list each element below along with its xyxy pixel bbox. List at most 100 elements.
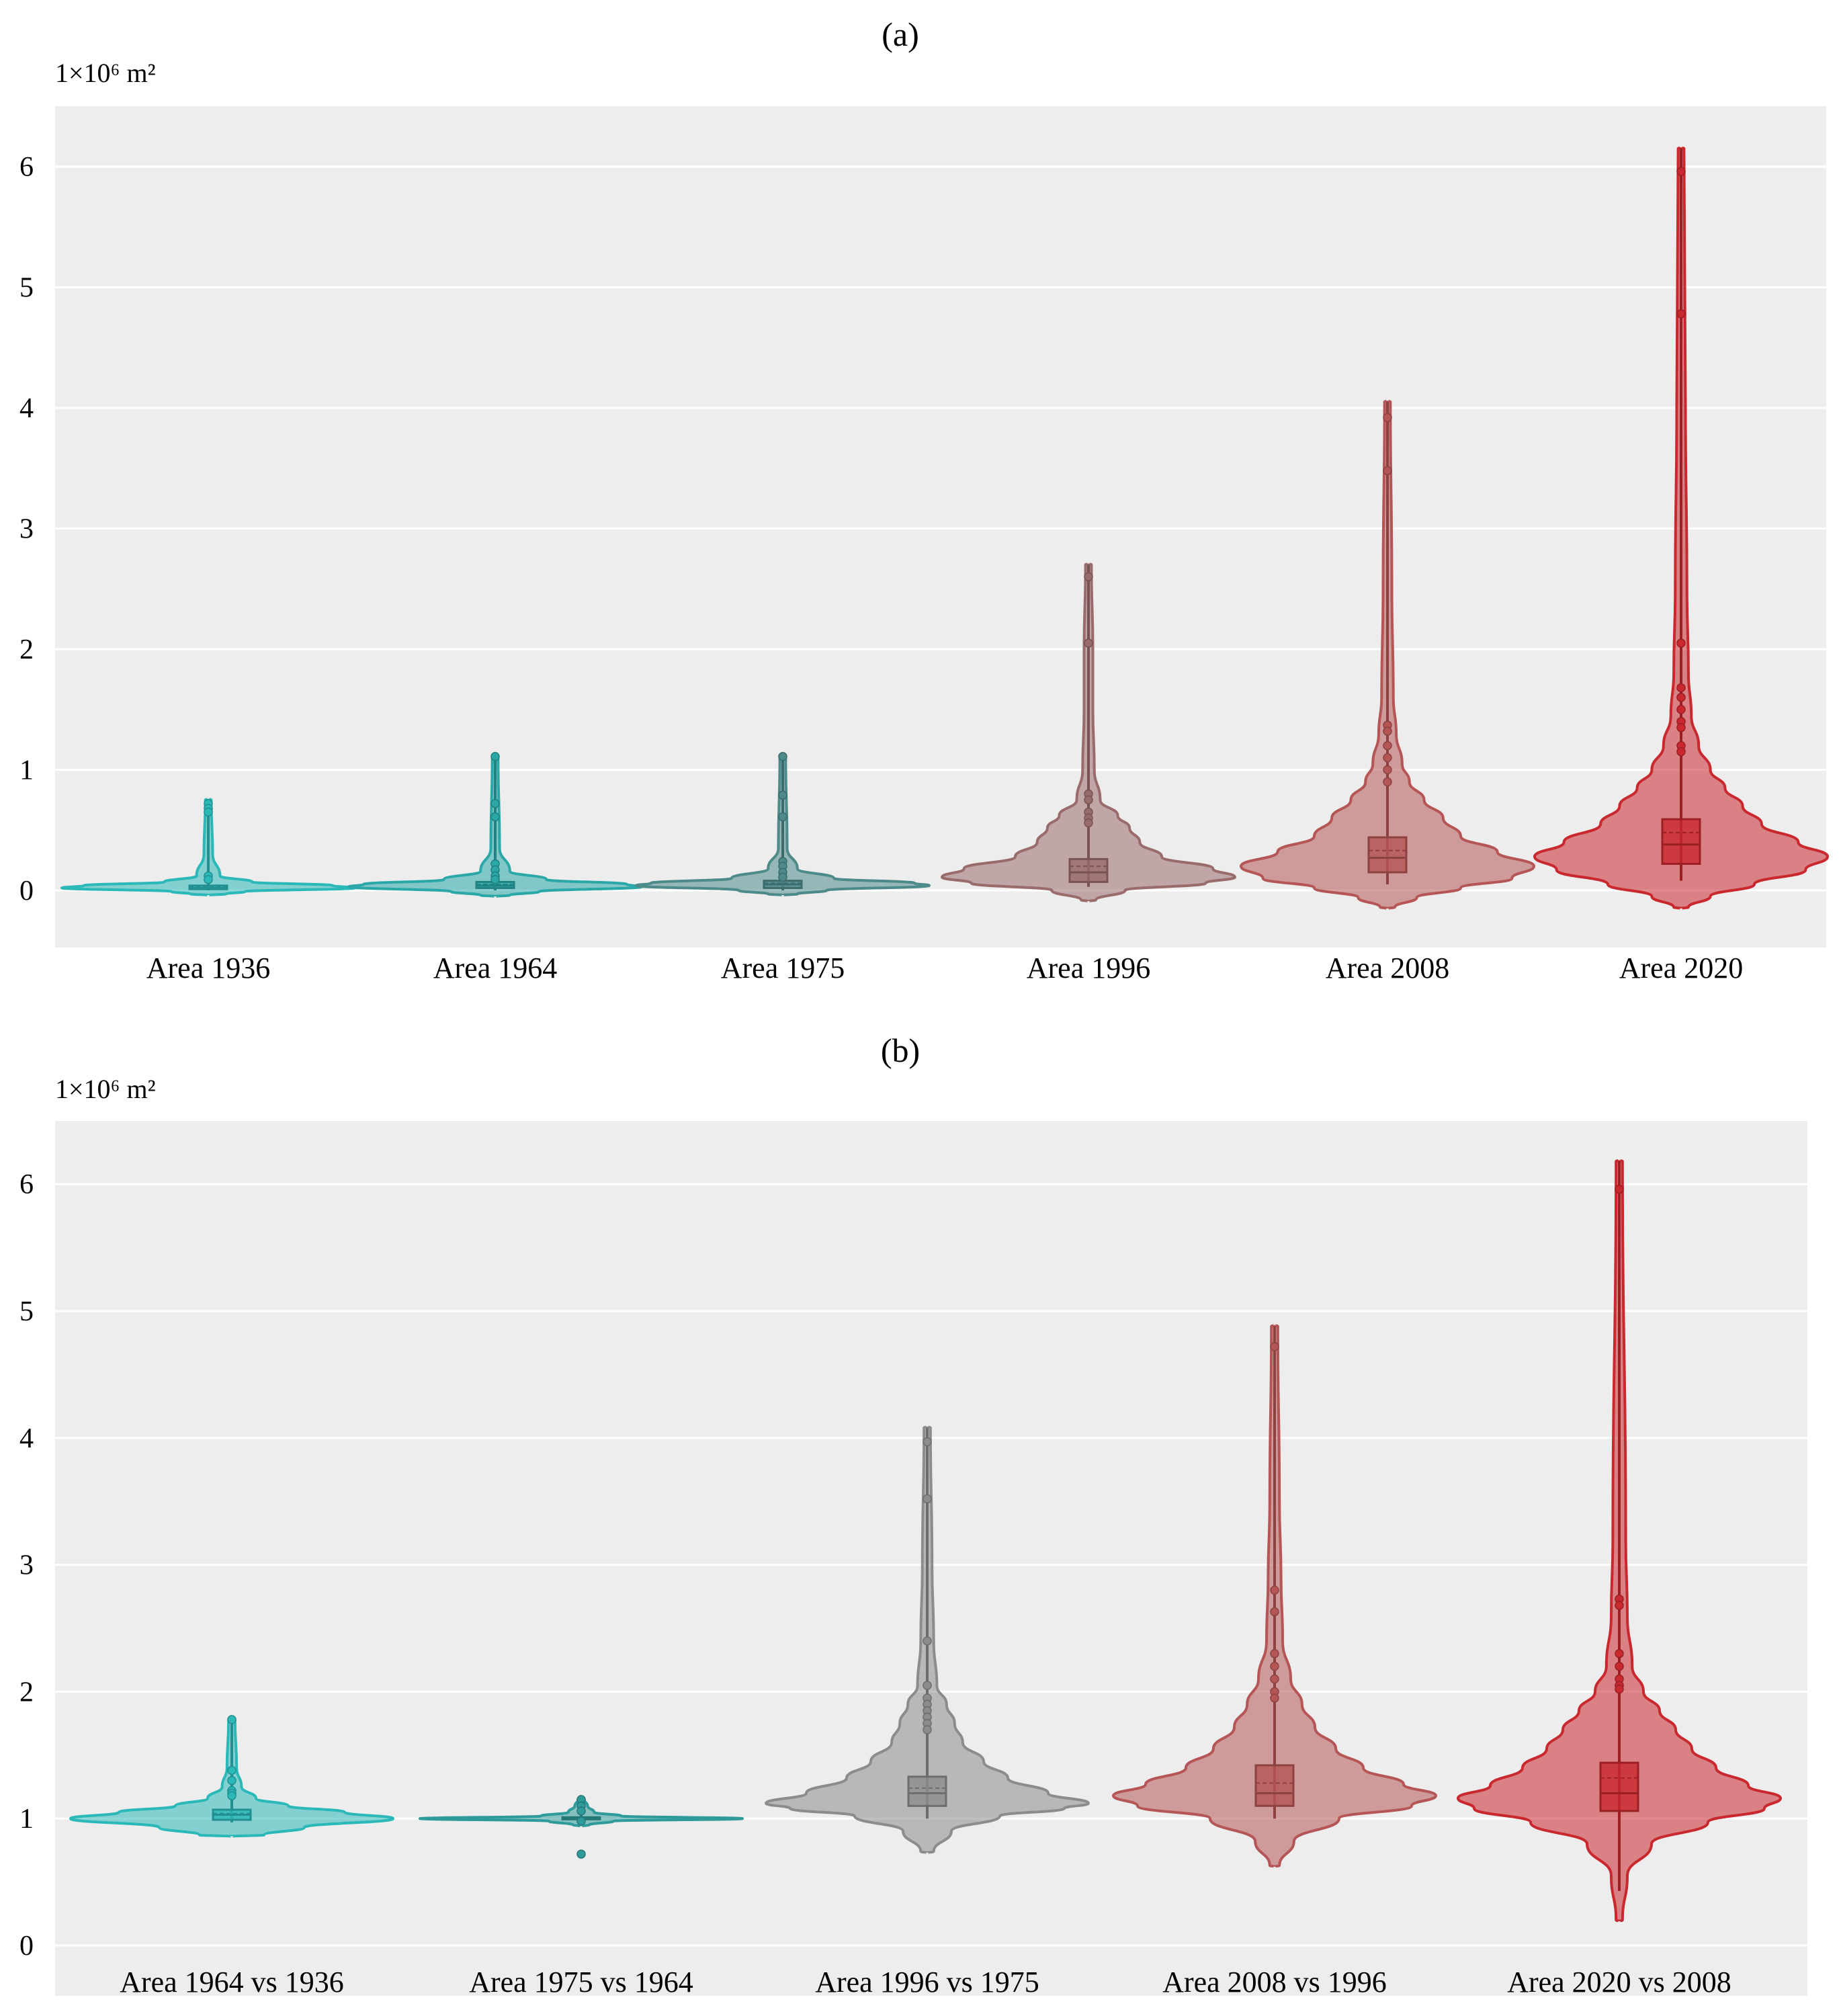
outlier-point [490,799,500,808]
x-category-label: Area 1996 [1027,952,1151,984]
x-category-label: Area 2008 vs 1996 [1162,1966,1387,1999]
outlier-point [778,790,787,800]
outlier-point [1383,741,1392,751]
panel-b-unit-text: 1×10⁶ m² [55,1074,156,1104]
y-tick-label: 2 [19,634,34,665]
outlier-point [576,1849,586,1859]
x-category-label: Area 1975 [721,952,845,984]
panel-b-violins [69,1159,1783,1923]
outlier-point [1615,1185,1624,1194]
panel-b-unit-label: 1×10⁶ m² [55,1074,156,1104]
box [907,1775,947,1807]
box [1599,1761,1639,1812]
x-category-label: Area 1936 [146,952,271,984]
box [1254,1764,1295,1807]
outlier-point [1270,1342,1279,1351]
outlier-point [1383,753,1392,763]
outlier-point [1270,1661,1279,1671]
panel-b-gridlines [55,1183,1807,1947]
y-tick-label: 6 [19,152,34,183]
x-category-label: Area 2020 [1619,952,1744,984]
y-tick-label: 4 [19,393,34,424]
outlier-point [227,1791,237,1800]
outlier-point [1084,572,1093,582]
outlier-point [227,1715,237,1724]
outlier-point [1383,777,1392,787]
outlier-point [1615,1649,1624,1658]
violin-area-1975-vs-1964 [418,1795,744,1859]
y-tick-label: 0 [19,1931,34,1962]
panel-b-x-labels: Area 1964 vs 1936 Area 1975 vs 1964 Area 1… [120,1966,1731,1999]
y-tick-label: 1 [19,1804,34,1835]
outlier-point [1383,765,1392,775]
x-category-label: Area 1975 vs 1964 [469,1966,693,1999]
y-tick-label: 5 [19,1296,34,1327]
outlier-point [227,1765,237,1775]
outlier-point [1270,1607,1279,1617]
panel-a-y-ticks: 0 1 2 3 4 5 6 [19,152,34,907]
outlier-point [1676,309,1686,319]
outlier-point [923,1437,932,1447]
x-category-label: Area 1964 vs 1936 [120,1966,344,1999]
violin-area-2020 [1533,146,1830,910]
x-category-label: Area 2020 vs 2008 [1507,1966,1731,1999]
outlier-point [1676,683,1686,693]
panel-a-plot-area [55,106,1826,948]
outlier-point [923,1636,932,1646]
y-tick-label: 5 [19,273,34,304]
x-category-label: Area 2008 [1326,952,1450,984]
outlier-point [1676,167,1686,176]
outlier-point [1676,638,1686,648]
outlier-point [778,752,787,761]
violin-area-1975 [634,752,931,897]
outlier-point [1676,693,1686,702]
outlier-point [1383,726,1392,736]
panel-a-title: (a) [882,15,919,53]
panel-a-unit-label: 1×10⁶ m² [55,58,156,88]
outlier-point [778,872,787,882]
box [1661,818,1701,866]
panel-a-x-labels: Area 1936 Area 1964 Area 1975 Area 1996 Area… [146,952,1744,984]
violin-area-2008 [1239,399,1536,910]
outlier-point [1615,1684,1624,1694]
violin-area-1936 [60,798,357,897]
outlier-point [1270,1693,1279,1703]
box [1367,836,1408,874]
outlier-point [576,1816,586,1826]
outlier-point [1676,747,1686,757]
x-category-label: Area 1964 [433,952,558,984]
outlier-point [1383,413,1392,423]
y-tick-label: 3 [19,1550,34,1581]
panel-a-unit-text: 1×10⁶ m² [55,58,156,88]
outlier-point [204,875,213,884]
outlier-point [490,812,500,822]
outlier-point [1270,1585,1279,1595]
y-tick-label: 4 [19,1423,34,1454]
outlier-point [1084,638,1093,648]
outlier-point [1084,818,1093,828]
outlier-point [778,812,787,822]
outlier-point [490,875,500,884]
y-tick-label: 6 [19,1169,34,1200]
panel-b-title: (b) [881,1032,920,1069]
outlier-point [490,752,500,761]
outlier-point [923,1494,932,1504]
violin-area-1996-vs-1975 [764,1425,1090,1855]
y-tick-label: 3 [19,514,34,545]
panel-b-y-ticks: 0 1 2 3 4 5 6 [19,1169,34,1962]
outlier-point [576,1806,586,1816]
y-tick-label: 1 [19,755,34,786]
panel-a-gridlines [55,165,1826,892]
outlier-point [923,1681,932,1690]
violin-area-1996 [940,562,1237,903]
outlier-point [1383,466,1392,476]
outlier-point [923,1725,932,1734]
outlier-point [1615,1601,1624,1610]
panel-a-violins [60,146,1830,910]
outlier-point [1270,1674,1279,1684]
outlier-point [1270,1649,1279,1658]
violin-area-2020-vs-2008 [1456,1159,1783,1923]
